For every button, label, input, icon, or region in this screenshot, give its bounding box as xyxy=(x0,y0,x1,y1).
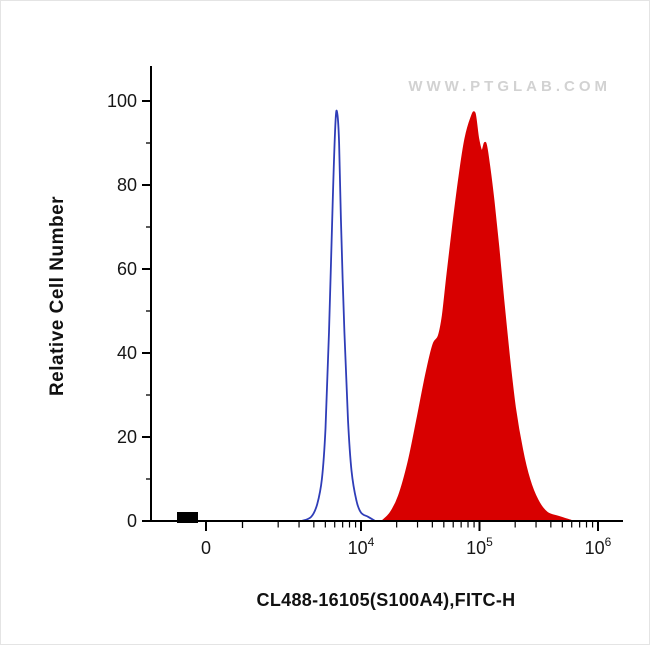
y-tick-label: 40 xyxy=(117,343,137,363)
x-axis-title: CL488-16105(S100A4),FITC-H xyxy=(256,590,516,610)
x-tick-label: 106 xyxy=(585,535,612,558)
watermark: WWW.PTGLAB.COM xyxy=(408,78,611,95)
x-tick-label: 0 xyxy=(201,538,211,558)
y-tick-label: 20 xyxy=(117,427,137,447)
control-histogram-curve xyxy=(301,109,376,522)
x-tick-label: 105 xyxy=(466,535,493,558)
y-tick-label: 80 xyxy=(117,175,137,195)
off-scale-event-bar xyxy=(177,512,198,523)
sample-histogram-curve xyxy=(381,111,573,522)
y-tick-label: 100 xyxy=(107,91,137,111)
y-tick-label: 0 xyxy=(127,511,137,531)
y-tick-label: 60 xyxy=(117,259,137,279)
x-tick-label: 104 xyxy=(348,535,375,558)
